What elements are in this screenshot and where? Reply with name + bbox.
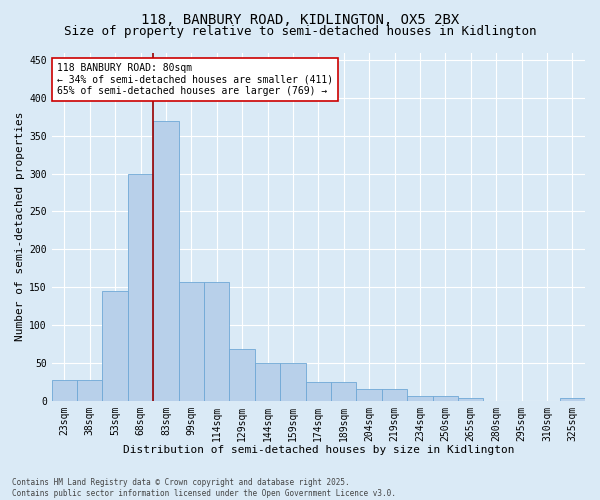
Bar <box>280 363 305 401</box>
Text: Size of property relative to semi-detached houses in Kidlington: Size of property relative to semi-detach… <box>64 25 536 38</box>
Text: Contains HM Land Registry data © Crown copyright and database right 2025.
Contai: Contains HM Land Registry data © Crown c… <box>12 478 396 498</box>
Bar <box>255 363 280 401</box>
Bar <box>356 388 382 400</box>
X-axis label: Distribution of semi-detached houses by size in Kidlington: Distribution of semi-detached houses by … <box>122 445 514 455</box>
Bar <box>382 388 407 400</box>
Text: 118 BANBURY ROAD: 80sqm
← 34% of semi-detached houses are smaller (411)
65% of s: 118 BANBURY ROAD: 80sqm ← 34% of semi-de… <box>57 63 333 96</box>
Bar <box>204 282 229 401</box>
Bar <box>407 396 433 400</box>
Y-axis label: Number of semi-detached properties: Number of semi-detached properties <box>15 112 25 342</box>
Bar <box>305 382 331 400</box>
Bar <box>52 380 77 400</box>
Bar <box>77 380 103 400</box>
Bar <box>560 398 585 400</box>
Bar <box>128 174 153 400</box>
Bar <box>179 282 204 401</box>
Bar <box>331 382 356 400</box>
Bar <box>153 120 179 400</box>
Bar <box>103 291 128 401</box>
Bar <box>229 349 255 401</box>
Bar <box>433 396 458 400</box>
Text: 118, BANBURY ROAD, KIDLINGTON, OX5 2BX: 118, BANBURY ROAD, KIDLINGTON, OX5 2BX <box>141 12 459 26</box>
Bar <box>458 398 484 400</box>
